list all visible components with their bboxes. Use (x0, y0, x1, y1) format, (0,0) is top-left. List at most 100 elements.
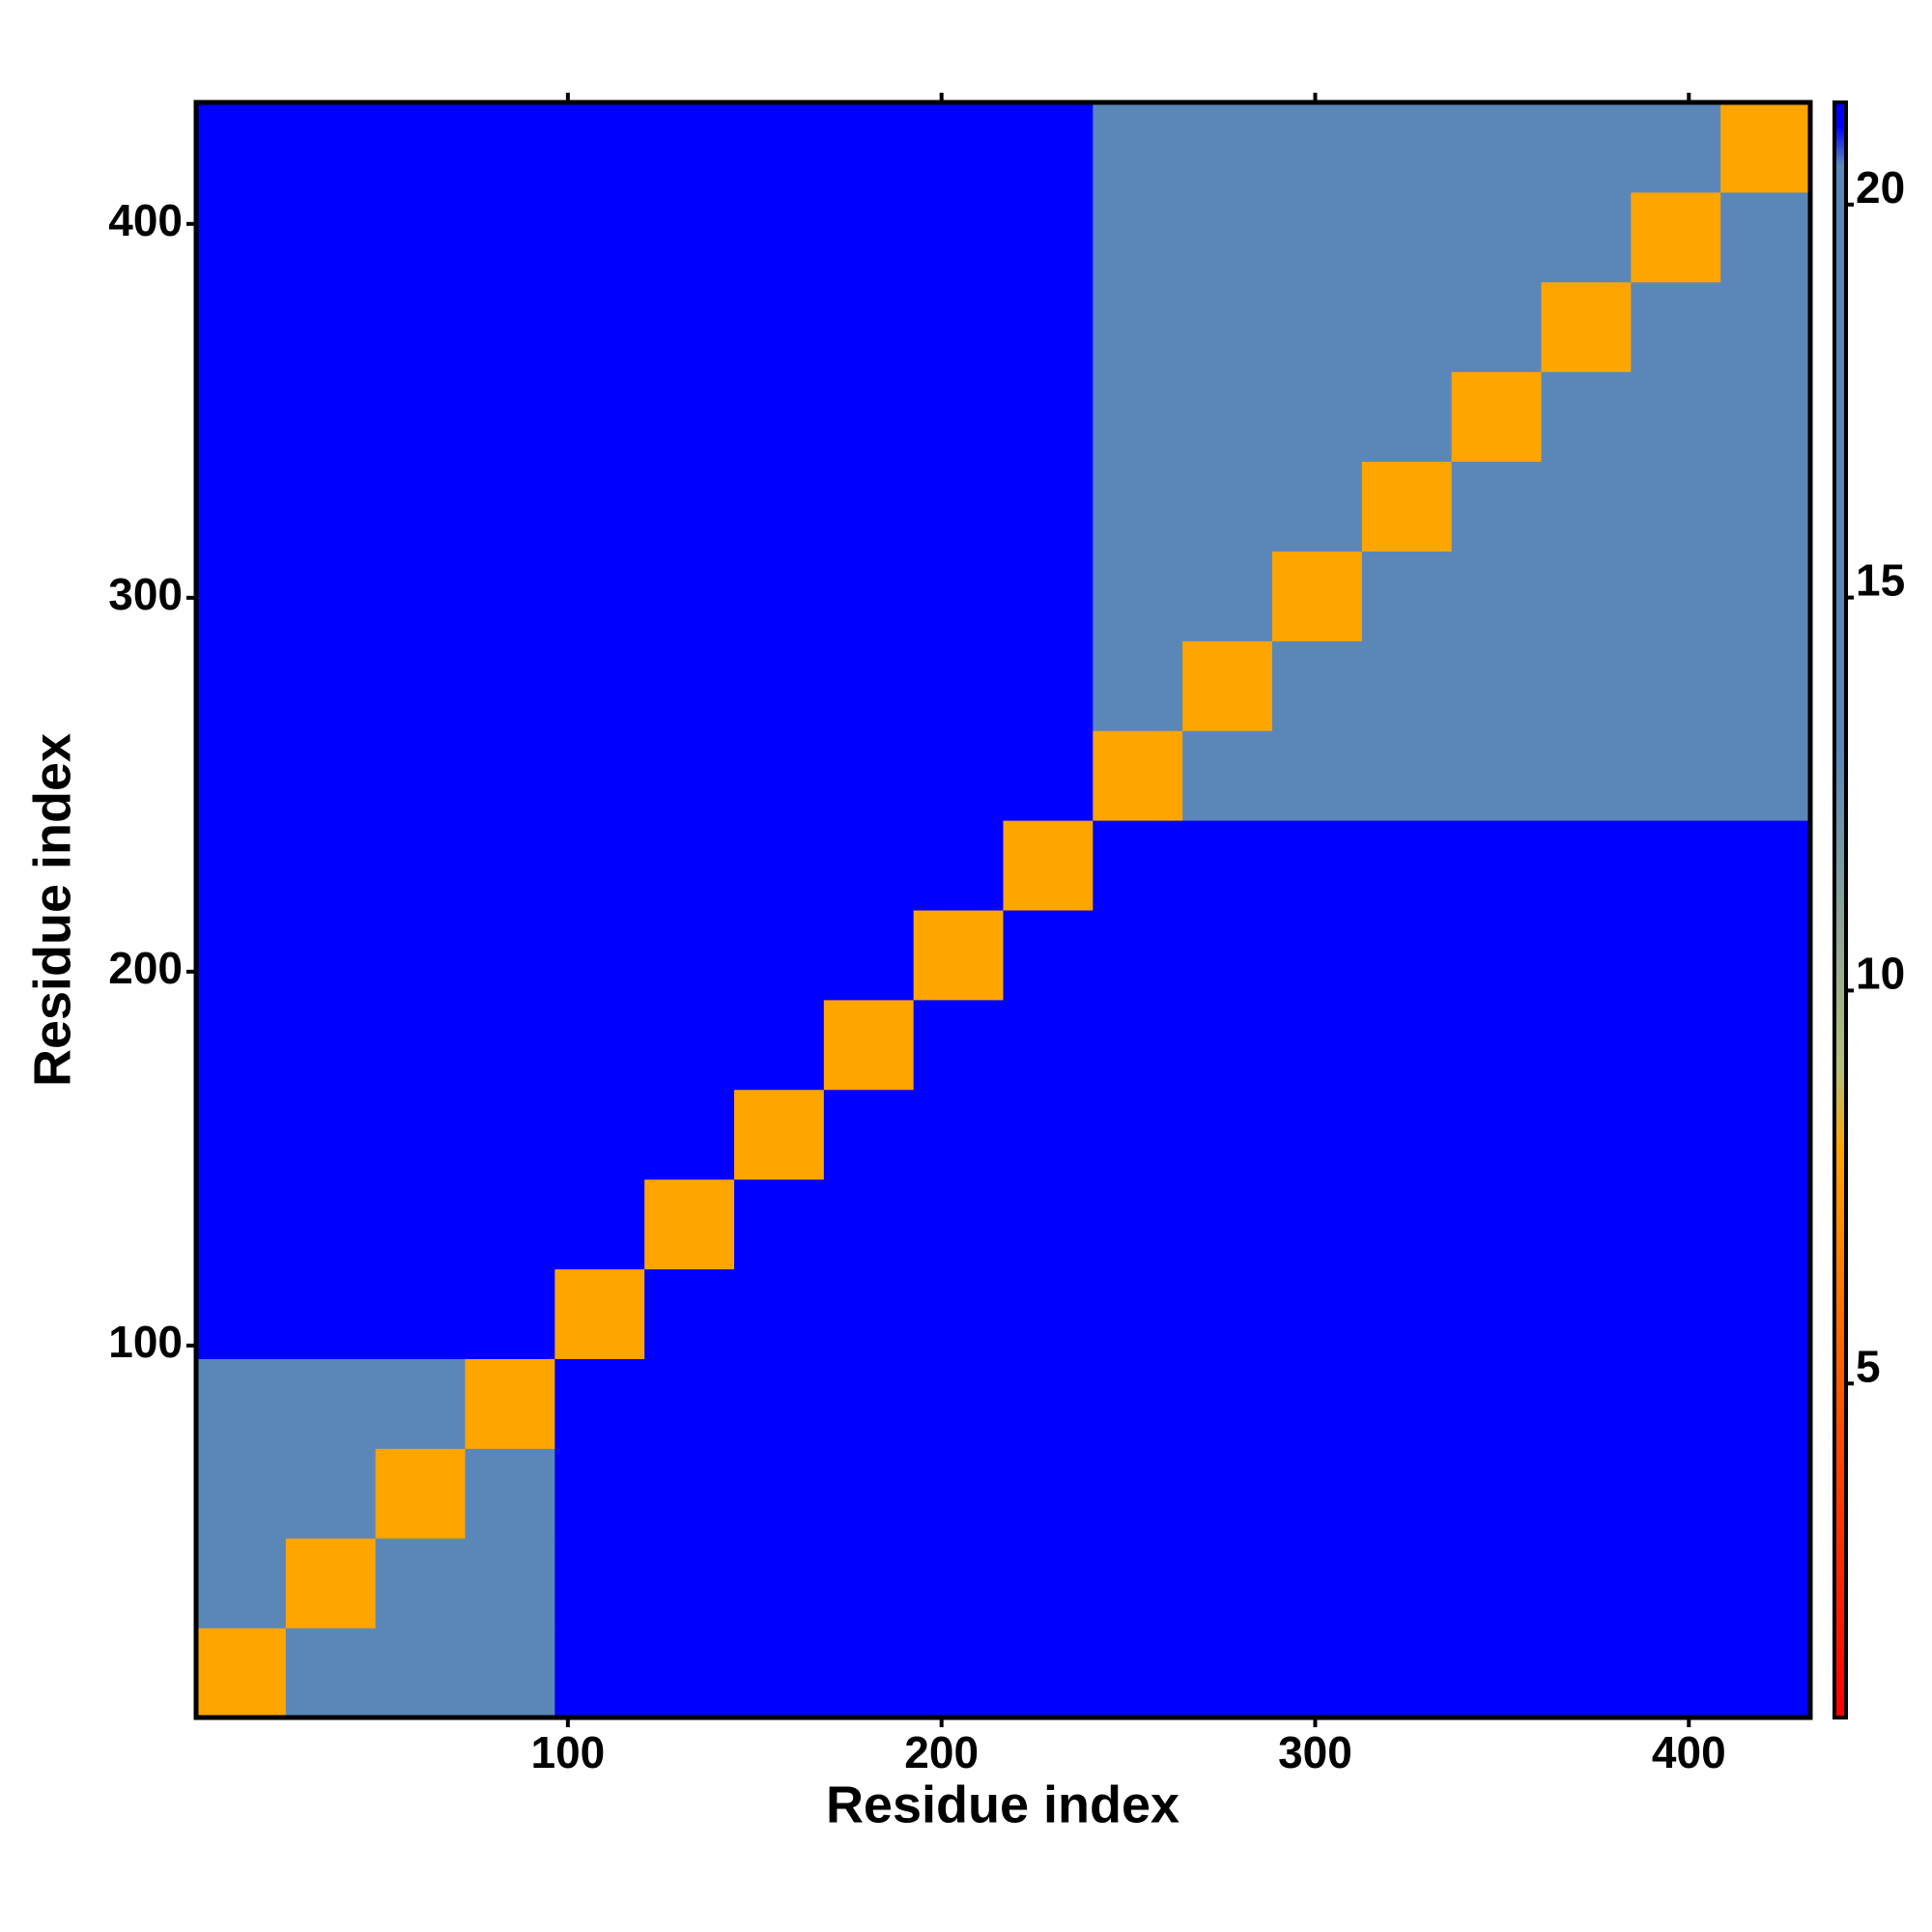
heatmap-cell (1631, 1358, 1721, 1449)
y-axis-title: Residue index (23, 733, 81, 1087)
heatmap-cell (1361, 910, 1453, 1001)
heatmap-cell (465, 1268, 555, 1359)
heatmap-cell (913, 1538, 1004, 1629)
heatmap-cell (1541, 461, 1632, 552)
heatmap-cell (196, 461, 287, 552)
heatmap-cell (285, 1448, 377, 1539)
heatmap-cell (823, 1179, 915, 1270)
heatmap-cell (1272, 461, 1363, 552)
heatmap-cell (196, 1089, 287, 1180)
heatmap-cell (375, 102, 466, 193)
y-tick-label: 100 (108, 1317, 183, 1367)
heatmap-cell (285, 730, 377, 821)
heatmap-cell (1272, 102, 1363, 193)
heatmap-cell (823, 640, 915, 731)
heatmap-cell (734, 730, 825, 821)
heatmap-cell (1631, 281, 1721, 373)
heatmap-cell (1093, 999, 1183, 1091)
heatmap-cell (375, 281, 466, 373)
heatmap-cell (644, 191, 735, 283)
heatmap-cell (913, 1179, 1004, 1270)
heatmap-cell (1093, 1628, 1183, 1719)
heatmap-cell (1093, 910, 1183, 1001)
heatmap-cell (1182, 1089, 1273, 1180)
heatmap-cell (734, 999, 825, 1091)
heatmap-cell (1361, 999, 1453, 1091)
heatmap-cell (1272, 371, 1363, 463)
heatmap-cell (285, 1268, 377, 1359)
heatmap-cell (375, 999, 466, 1091)
heatmap-cell (1182, 1268, 1273, 1359)
heatmap-cell (734, 1268, 825, 1359)
heatmap-cell (1093, 820, 1183, 911)
heatmap-cell (913, 102, 1004, 193)
heatmap-cell (1720, 1179, 1811, 1270)
heatmap-cell (1631, 910, 1721, 1001)
heatmap-cell (644, 1448, 735, 1539)
heatmap-cell (375, 461, 466, 552)
heatmap-cell (465, 1089, 555, 1180)
heatmap-cell (644, 102, 735, 193)
heatmap-cell (1182, 999, 1273, 1091)
heatmap-cell (1361, 281, 1453, 373)
heatmap-cell (1631, 1089, 1721, 1180)
heatmap-cell (1631, 1179, 1721, 1270)
heatmap-cell (1451, 1268, 1542, 1359)
heatmap-cell (913, 1448, 1004, 1539)
heatmap-cell (1272, 1358, 1363, 1449)
colorbar-tick-label: 15 (1856, 555, 1905, 606)
heatmap-cell (734, 102, 825, 193)
heatmap-cell (1451, 910, 1542, 1001)
heatmap-cell (554, 1448, 645, 1539)
heatmap-cell (644, 281, 735, 373)
heatmap-cell (1720, 999, 1811, 1091)
heatmap-cell (734, 1628, 825, 1719)
heatmap-cell (913, 910, 1004, 1001)
heatmap-cell (1541, 1179, 1632, 1270)
heatmap-cell (285, 999, 377, 1091)
heatmap-cell (1003, 640, 1094, 731)
heatmap-cell (1631, 730, 1721, 821)
heatmap-cell (823, 461, 915, 552)
heatmap-cell (554, 1268, 645, 1359)
heatmap-cell (913, 1358, 1004, 1449)
heatmap-cell (913, 281, 1004, 373)
heatmap-cell (1182, 191, 1273, 283)
heatmap-cell (913, 461, 1004, 552)
heatmap-cell (465, 1179, 555, 1270)
heatmap-cell (1451, 191, 1542, 283)
heatmap-cell (1003, 999, 1094, 1091)
heatmap-cell (375, 640, 466, 731)
heatmap-cell (913, 640, 1004, 731)
heatmap-cell (196, 1179, 287, 1270)
heatmap-cell (734, 461, 825, 552)
heatmap-cell (196, 1538, 287, 1629)
heatmap-cell (1451, 640, 1542, 731)
heatmap-cell (1272, 1448, 1363, 1539)
heatmap-cell (554, 281, 645, 373)
heatmap-cell (1541, 191, 1632, 283)
heatmap-cell (1182, 1628, 1273, 1719)
heatmap-cell (1182, 1448, 1273, 1539)
heatmap-cell (554, 191, 645, 283)
heatmap-cell (375, 1089, 466, 1180)
heatmap-cell (554, 730, 645, 821)
heatmap-cell (734, 1448, 825, 1539)
heatmap-cell (1093, 640, 1183, 731)
heatmap-cell (196, 820, 287, 911)
heatmap-cell (1720, 281, 1811, 373)
heatmap-cell (1272, 999, 1363, 1091)
heatmap-cell (1003, 281, 1094, 373)
heatmap-cell (285, 1089, 377, 1180)
heatmap-cell (465, 910, 555, 1001)
heatmap-cell (285, 371, 377, 463)
heatmap-cell (1272, 1179, 1363, 1270)
heatmap-cell (1003, 1538, 1094, 1629)
heatmap-cell (465, 820, 555, 911)
heatmap-cell (644, 910, 735, 1001)
heatmap-cell (375, 551, 466, 641)
heatmap-cell (1361, 191, 1453, 283)
heatmap-cell (1361, 1448, 1453, 1539)
x-tick-label: 400 (1652, 1727, 1726, 1777)
heatmap-cell (554, 461, 645, 552)
